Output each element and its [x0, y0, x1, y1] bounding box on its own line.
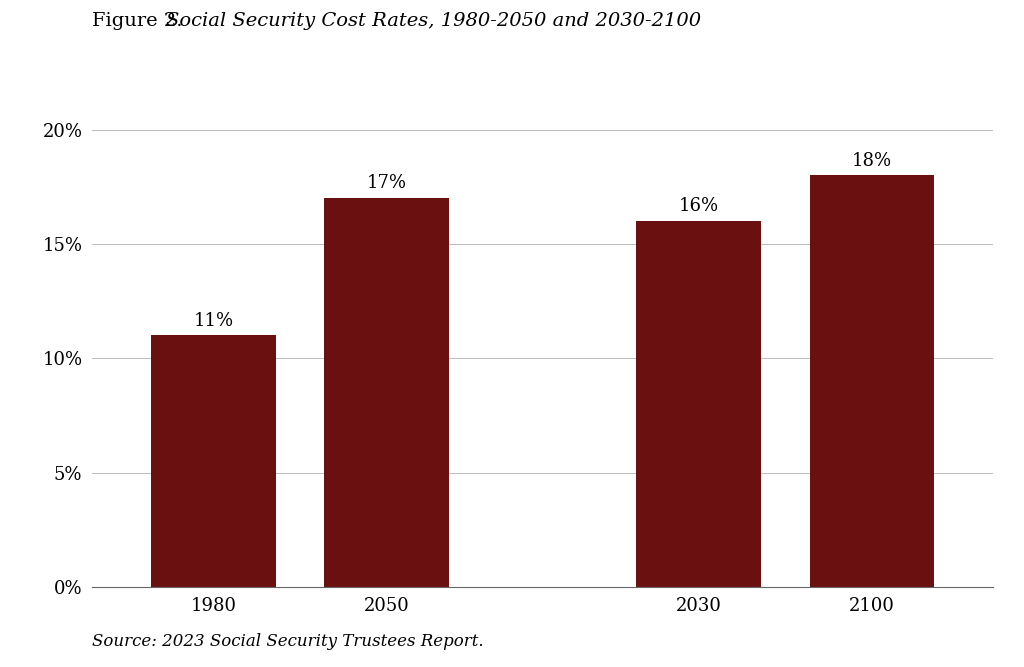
- Bar: [325, 198, 450, 587]
- Bar: [810, 175, 934, 587]
- Text: 17%: 17%: [367, 175, 407, 193]
- Text: Source: 2023 Social Security Trustees Report.: Source: 2023 Social Security Trustees Re…: [92, 634, 483, 650]
- Bar: [152, 336, 275, 587]
- Text: Social Security Cost Rates, 1980-2050 and 2030-2100: Social Security Cost Rates, 1980-2050 an…: [166, 12, 701, 30]
- Text: Figure 2.: Figure 2.: [92, 12, 188, 30]
- Text: 11%: 11%: [194, 311, 233, 329]
- Text: 18%: 18%: [852, 151, 892, 169]
- Bar: [636, 221, 761, 587]
- Text: 16%: 16%: [679, 197, 719, 215]
